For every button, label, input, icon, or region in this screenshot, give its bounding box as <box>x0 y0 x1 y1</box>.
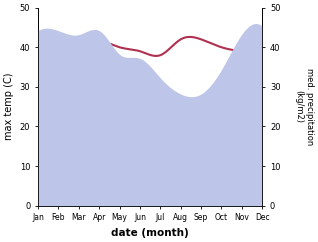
X-axis label: date (month): date (month) <box>111 228 189 238</box>
Y-axis label: med. precipitation
(kg/m2): med. precipitation (kg/m2) <box>294 68 314 145</box>
Y-axis label: max temp (C): max temp (C) <box>4 73 14 140</box>
